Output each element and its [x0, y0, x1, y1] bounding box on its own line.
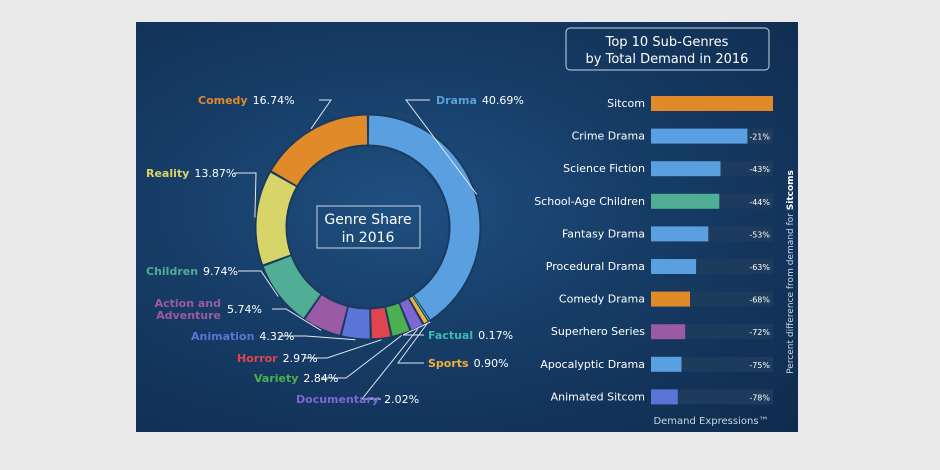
bar — [651, 259, 697, 274]
bar — [651, 324, 686, 340]
leader-line-animation — [279, 335, 356, 341]
bar-diff-label: -78% — [749, 393, 770, 402]
label-variety: Variety 2.84% — [254, 372, 338, 385]
bar — [651, 193, 720, 209]
donut-slice-animation — [342, 307, 370, 339]
brand-footer: Demand Expressions™ — [653, 416, 768, 427]
bar-chart: Sitcom Crime Drama -21% Science Fiction -43%… — [534, 96, 773, 405]
donut-slice-documentary — [400, 299, 423, 330]
bar-category-label: Animated Sitcom — [551, 390, 645, 403]
donut-slice-action — [305, 295, 348, 335]
leader-line-action — [272, 308, 322, 331]
leader-line-factual — [402, 321, 431, 336]
donut-slice-comedy — [271, 115, 368, 186]
leader-line-reality — [234, 172, 257, 218]
bar — [651, 96, 773, 111]
label-horror: Horror 2.97% — [237, 352, 318, 365]
bar — [651, 389, 678, 405]
label-action-line-1: Action and — [155, 297, 221, 310]
donut-slice-factual — [412, 295, 430, 321]
bar-category-label: Apocalyptic Drama — [540, 358, 645, 371]
donut-leader-lines — [234, 99, 478, 400]
label-comedy: Comedy 16.74% — [198, 94, 295, 107]
bar-diff-label: -21% — [749, 133, 770, 142]
donut-slice-reality — [256, 172, 297, 265]
donut-slice-drama — [368, 115, 480, 320]
leader-line-children — [238, 270, 279, 297]
bar-category-label: Sitcom — [607, 97, 645, 110]
donut-slice-horror — [370, 307, 391, 339]
leader-line-drama — [405, 99, 478, 195]
bar-category-label: Crime Drama — [572, 130, 645, 143]
leader-line-horror — [304, 339, 382, 359]
bar-category-label: Superhero Series — [551, 325, 645, 338]
donut-labels: Drama 40.69% Comedy 16.74% Reality 13.87% C… — [146, 94, 524, 406]
leader-line-documentary — [360, 328, 419, 400]
bar-track — [651, 389, 773, 405]
donut-slice-variety — [385, 303, 410, 336]
bar — [651, 128, 748, 144]
bar-axis-label: Percent difference from demand for Sitco… — [786, 170, 796, 374]
donut-title-box — [316, 205, 421, 249]
label-factual: Factual 0.17% — [428, 329, 513, 342]
bar-diff-label: -72% — [749, 328, 770, 337]
bar-title-box — [565, 27, 770, 71]
bar-category-label: Science Fiction — [563, 162, 645, 175]
bar-diff-label: -43% — [749, 165, 770, 174]
label-reality: Reality 13.87% — [146, 167, 236, 180]
infographic-panel: Genre Share in 2016 Drama 40.69% Comedy 16… — [136, 22, 798, 432]
label-documentary: Documentary 2.02% — [296, 393, 419, 406]
label-animation: Animation 4.32% — [191, 330, 294, 343]
bar-diff-label: -44% — [749, 198, 770, 207]
bar-diff-label: -75% — [749, 361, 770, 370]
donut-title-line-1: Genre Share — [324, 212, 411, 228]
bar-category-label: Procedural Drama — [546, 260, 645, 273]
bar-category-label: Comedy Drama — [559, 293, 645, 306]
bar-title-line-2: by Total Demand in 2016 — [586, 52, 749, 67]
bar — [651, 161, 721, 177]
leader-line-comedy — [310, 99, 332, 130]
bar-category-label: Fantasy Drama — [562, 227, 645, 240]
donut-slice-sports — [409, 296, 428, 324]
bar-category-label: School-Age Children — [534, 195, 645, 208]
label-children: Children 9.74% — [146, 265, 238, 278]
bar — [651, 356, 682, 372]
bar — [651, 226, 709, 242]
donut-title-line-2: in 2016 — [342, 230, 395, 246]
leader-line-sports — [397, 323, 428, 364]
donut-slice-children — [263, 255, 321, 318]
leader-line-variety — [321, 335, 403, 379]
label-action-line-2: Adventure — [156, 309, 221, 322]
infographic-svg: Genre Share in 2016 Drama 40.69% Comedy 16… — [146, 27, 796, 427]
label-sports: Sports 0.90% — [428, 357, 509, 370]
bar-diff-label: -63% — [749, 263, 770, 272]
donut-chart — [254, 113, 482, 341]
bar-diff-label: -53% — [749, 230, 770, 239]
bar-diff-label: -68% — [749, 296, 770, 305]
label-drama: Drama 40.69% — [436, 94, 524, 107]
bar — [651, 291, 690, 307]
label-action-value: 5.74% — [227, 303, 262, 316]
bar-title-line-1: Top 10 Sub-Genres — [605, 35, 729, 50]
